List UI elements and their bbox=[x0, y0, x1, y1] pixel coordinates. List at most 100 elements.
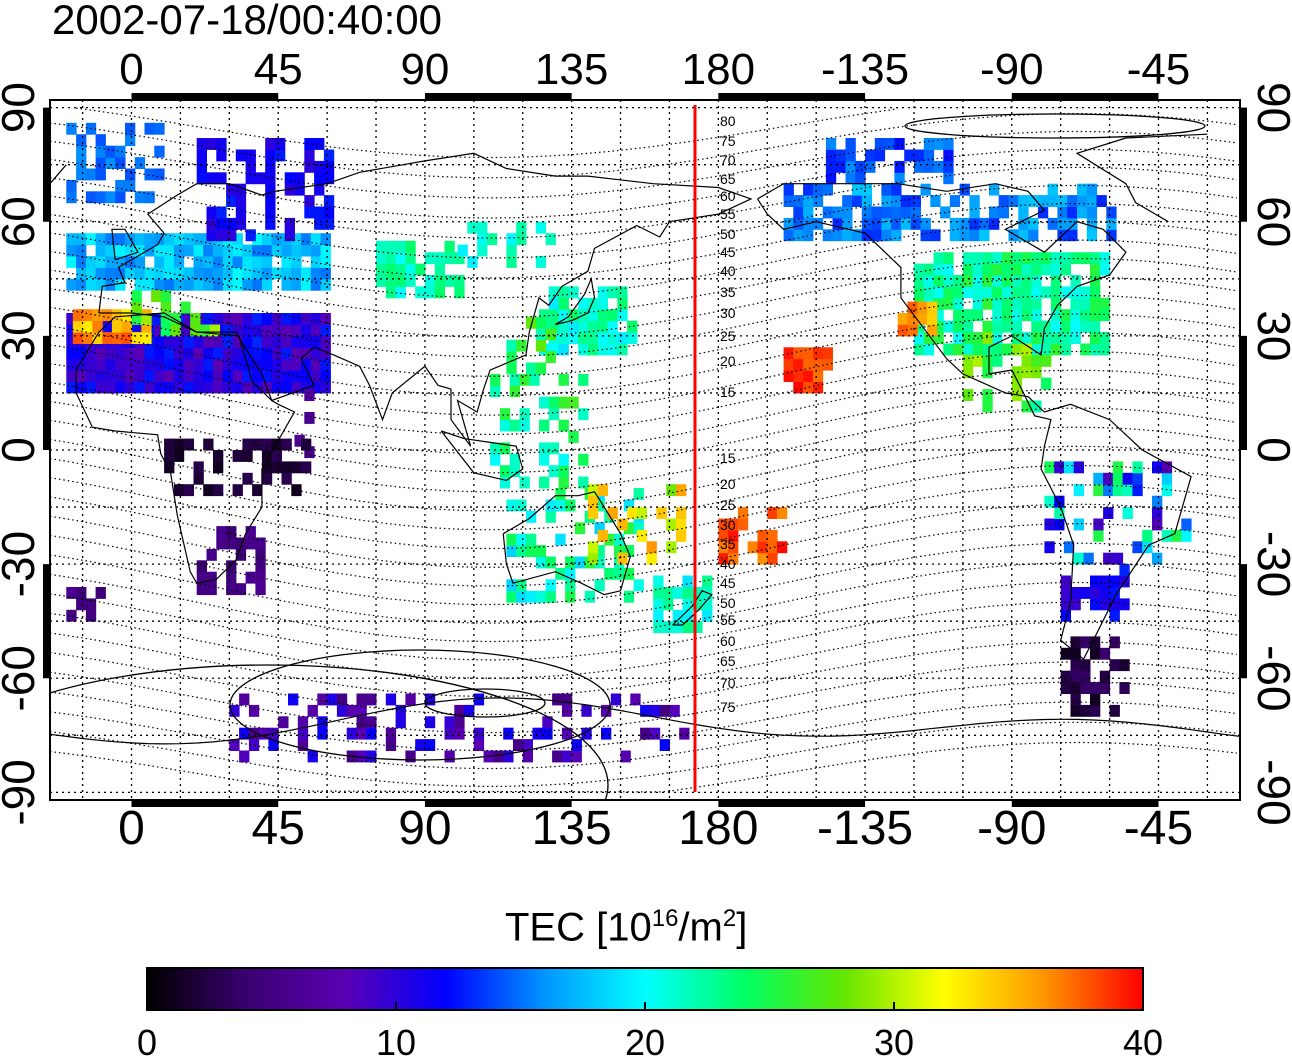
tec-cell bbox=[76, 146, 86, 158]
tec-cell bbox=[223, 336, 233, 348]
tec-cell bbox=[608, 344, 618, 356]
tec-cell bbox=[493, 751, 503, 763]
tec-cell bbox=[304, 150, 314, 162]
contour-label: 60 bbox=[720, 633, 736, 649]
tec-cell bbox=[982, 355, 992, 367]
tec-cell bbox=[184, 336, 194, 348]
tec-cell bbox=[164, 359, 174, 371]
tec-cell bbox=[738, 519, 748, 531]
tec-cell bbox=[559, 477, 569, 489]
tec-cell bbox=[666, 484, 676, 496]
tec-cell bbox=[252, 347, 262, 359]
tec-cell bbox=[200, 325, 210, 337]
tec-cell bbox=[823, 229, 833, 241]
left-latitude-labels: 9060300-30-60-90 bbox=[0, 82, 44, 826]
tec-cell bbox=[311, 245, 321, 257]
tec-cell bbox=[477, 222, 487, 234]
tec-cell bbox=[76, 134, 86, 146]
colorbar-title: TEC [1016/m2] bbox=[505, 905, 747, 950]
tec-cell bbox=[960, 184, 970, 196]
tec-cell bbox=[1077, 184, 1087, 196]
tec-cell bbox=[174, 256, 184, 268]
tec-cell bbox=[617, 519, 627, 531]
tec-cell bbox=[1090, 587, 1100, 599]
tec-cell bbox=[973, 264, 983, 276]
tec-cell bbox=[1100, 252, 1110, 264]
tec-cell bbox=[539, 454, 549, 466]
tec-cell bbox=[520, 477, 530, 489]
tec-cell bbox=[125, 382, 135, 394]
contour-label: 25 bbox=[720, 497, 736, 513]
tec-cell bbox=[536, 317, 546, 329]
colorbar-tick-label: 0 bbox=[137, 1022, 157, 1057]
tec-cell bbox=[304, 138, 314, 150]
tec-cell bbox=[125, 267, 135, 279]
tec-cell bbox=[881, 195, 891, 207]
tec-cell bbox=[914, 286, 924, 298]
frame-bar-top bbox=[1012, 93, 1159, 100]
tec-cell bbox=[236, 218, 246, 230]
bottom-lon-tick: 135 bbox=[532, 802, 612, 855]
top-lon-tick: 180 bbox=[682, 45, 755, 94]
tec-cell bbox=[255, 538, 265, 550]
tec-cell bbox=[549, 442, 559, 454]
tec-cell bbox=[467, 222, 477, 234]
tec-cell bbox=[992, 286, 1002, 298]
tec-cell bbox=[921, 218, 931, 230]
tec-cell bbox=[311, 336, 321, 348]
tec-cell bbox=[950, 229, 960, 241]
tec-cell bbox=[474, 728, 484, 740]
tec-cell bbox=[213, 347, 223, 359]
tec-cell bbox=[213, 267, 223, 279]
tec-cell bbox=[262, 279, 272, 291]
contour-label: 20 bbox=[720, 353, 736, 369]
tec-cell bbox=[1080, 309, 1090, 321]
tec-cell bbox=[1132, 541, 1142, 553]
tec-cell bbox=[894, 138, 904, 150]
tec-cell bbox=[552, 694, 562, 706]
tec-cell bbox=[562, 751, 572, 763]
tec-cell bbox=[282, 370, 292, 382]
tec-cell bbox=[500, 408, 510, 420]
tec-cell bbox=[1119, 564, 1129, 576]
tec-cell bbox=[927, 302, 937, 314]
tec-cell bbox=[66, 233, 76, 245]
tec-cell bbox=[1080, 671, 1090, 683]
tec-cell bbox=[311, 279, 321, 291]
tec-cell bbox=[154, 146, 164, 158]
tec-cell bbox=[233, 245, 243, 257]
tec-cell bbox=[526, 363, 536, 375]
right-lat-tick: -90 bbox=[1248, 759, 1292, 825]
tec-cell bbox=[1064, 461, 1074, 473]
tec-cell bbox=[1080, 321, 1090, 333]
tec-cell bbox=[1041, 378, 1051, 390]
tec-cell bbox=[314, 138, 324, 150]
tec-cell bbox=[96, 347, 106, 359]
tec-cell bbox=[506, 340, 516, 352]
tec-cell bbox=[161, 302, 171, 314]
tec-cell bbox=[803, 184, 813, 196]
tec-cell bbox=[252, 279, 262, 291]
tec-cell bbox=[1028, 229, 1038, 241]
tec-cell bbox=[982, 344, 992, 356]
tec-cell bbox=[767, 507, 777, 519]
tec-cell bbox=[885, 138, 895, 150]
tec-cell bbox=[1100, 264, 1110, 276]
tec-cell bbox=[568, 397, 578, 409]
tec-cell bbox=[1028, 218, 1038, 230]
contour-label: 50 bbox=[720, 595, 736, 611]
tec-cell bbox=[1103, 507, 1113, 519]
tec-cell bbox=[1100, 671, 1110, 683]
tec-cell bbox=[578, 374, 588, 386]
tec-cell bbox=[184, 359, 194, 371]
tec-cell bbox=[396, 286, 406, 298]
tec-cell bbox=[973, 286, 983, 298]
tec-cell bbox=[321, 370, 331, 382]
tec-cell bbox=[608, 286, 618, 298]
tec-cell bbox=[500, 465, 510, 477]
tec-cell bbox=[1018, 195, 1028, 207]
tec-cell bbox=[174, 382, 184, 394]
tec-cell bbox=[203, 439, 213, 451]
tec-cell bbox=[578, 298, 588, 310]
tec-cell bbox=[386, 728, 396, 740]
